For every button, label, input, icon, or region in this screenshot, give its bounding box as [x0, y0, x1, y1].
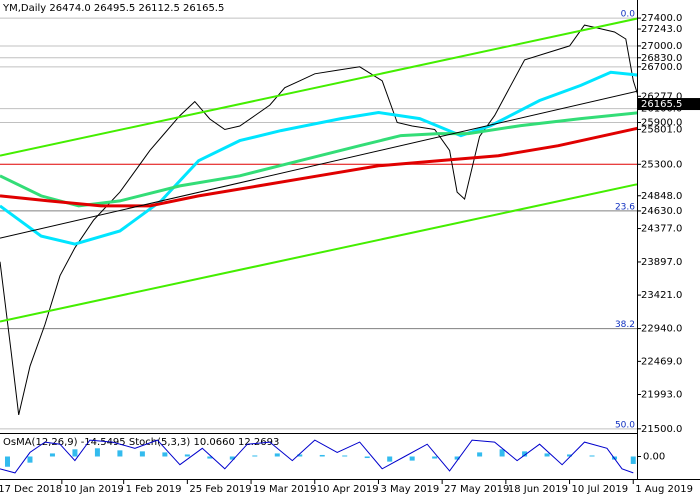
x-tick-label: 17 Dec 2018 — [0, 484, 62, 495]
osma-bar — [162, 452, 168, 457]
osma-bar — [589, 455, 595, 457]
indicator-title: OsMA(12,26,9) -14.5495 Stoch(5,3,3) 10.0… — [3, 437, 279, 448]
y-tick-label: 25900.0 — [641, 118, 682, 129]
y-tick-label: 26277.0 — [641, 91, 682, 102]
y-tick-label: 27243.0 — [641, 24, 682, 35]
osma-bar — [49, 453, 55, 457]
price-line — [0, 70, 637, 246]
price-line — [0, 17, 637, 157]
y-tick-label: 27000.0 — [641, 41, 682, 52]
y-tick-label: 25300.0 — [641, 159, 682, 170]
y-tick-label: 26700.0 — [641, 62, 682, 73]
x-tick-label: 10 Apr 2019 — [317, 484, 379, 495]
x-tick-label: 10 Jan 2019 — [64, 484, 124, 495]
x-tick-label: 25 Feb 2019 — [189, 484, 251, 495]
osma-bar — [252, 455, 258, 457]
x-tick-label: 10 Jul 2019 — [572, 484, 629, 495]
fibo-label: 38.2 — [615, 320, 635, 330]
osma-bar — [567, 454, 573, 457]
osma-bar — [477, 452, 483, 457]
price-line — [0, 90, 637, 239]
osma-bar — [522, 451, 528, 457]
y-tick-label: 23897.0 — [641, 257, 682, 268]
y-tick-label: 24630.0 — [641, 206, 682, 217]
osma-bar — [94, 448, 100, 457]
indicator-y-tick-label: 0.00 — [643, 452, 665, 463]
osma-bar — [319, 454, 325, 457]
y-tick-label: 25801.0 — [641, 124, 682, 135]
osma-bar — [229, 456, 235, 460]
osma-bar — [139, 451, 145, 457]
x-tick-label: 27 May 2019 — [444, 484, 509, 495]
x-tick-label: 3 May 2019 — [380, 484, 439, 495]
osma-bar — [409, 456, 415, 461]
x-tick-label: 19 Mar 2019 — [253, 484, 316, 495]
osma-bar — [544, 453, 550, 457]
chart-title: YM,Daily 26474.0 26495.5 26112.5 26165.5 — [2, 3, 224, 14]
osma-bar — [207, 456, 213, 459]
fibo-label: 0.0 — [621, 10, 636, 20]
current-price-box — [638, 98, 700, 111]
y-tick-label: 26830.0 — [641, 53, 682, 64]
osma-bar — [117, 450, 123, 457]
y-tick-label: 22469.0 — [641, 356, 682, 367]
osma-bar — [297, 454, 303, 457]
stoch-line — [0, 439, 634, 474]
osma-bar — [432, 456, 438, 459]
osma-bar — [630, 456, 636, 464]
osma-bar — [72, 449, 78, 457]
x-tick-label: 1 Aug 2019 — [635, 484, 693, 495]
y-tick-label: 27400.0 — [641, 13, 682, 24]
osma-bar — [342, 455, 348, 457]
plot — [0, 17, 637, 430]
indicator — [0, 439, 636, 474]
y-tick-label: 23421.0 — [641, 290, 682, 301]
y-tick-label: 22940.0 — [641, 324, 682, 335]
price-line — [0, 126, 637, 208]
osma-bar — [4, 456, 10, 467]
osma-bar — [27, 456, 33, 463]
osma-bar — [499, 449, 505, 457]
x-tick-label: 1 Feb 2019 — [126, 484, 182, 495]
osma-bar — [274, 453, 280, 457]
y-tick-label: 21500.0 — [641, 424, 682, 435]
current-price-label: 26165.5 — [641, 99, 682, 110]
y-tick-label: 24848.0 — [641, 191, 682, 202]
osma-bar — [184, 454, 190, 457]
osma-bar — [454, 456, 460, 460]
y-tick-label: 21993.0 — [641, 390, 682, 401]
price-line — [0, 183, 637, 323]
y-tick-label: 24377.0 — [641, 224, 682, 235]
fibo-label: 50.0 — [615, 420, 635, 430]
osma-bar — [387, 456, 393, 462]
price-line — [0, 24, 637, 416]
x-tick-label: 18 Jun 2019 — [508, 484, 568, 495]
fibo-label: 23.6 — [615, 202, 635, 212]
osma-bar — [364, 456, 370, 459]
